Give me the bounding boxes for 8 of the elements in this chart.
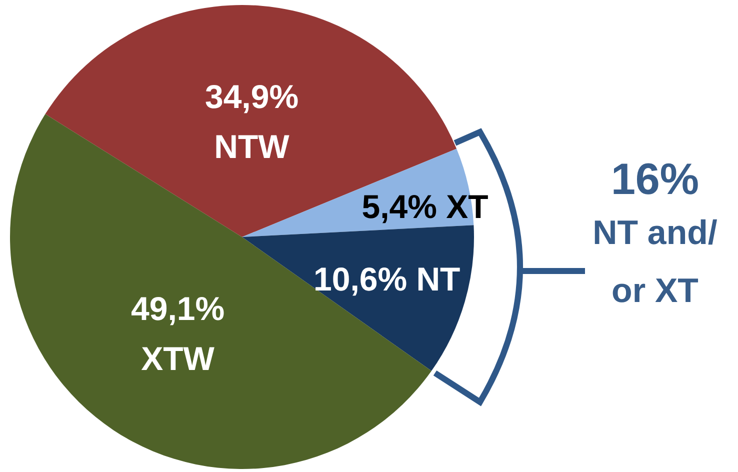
data-label: 34,9% bbox=[204, 78, 299, 115]
slice-label: NTW bbox=[214, 128, 290, 165]
slice-label: 5,4% XT bbox=[362, 188, 488, 225]
slice-label: XTW bbox=[141, 340, 216, 378]
text: NT and/ or XT bbox=[592, 213, 718, 312]
data-label: 49,1% bbox=[130, 290, 225, 328]
text: 16% bbox=[610, 154, 700, 206]
slice-label: 10,6% NT bbox=[313, 260, 460, 298]
